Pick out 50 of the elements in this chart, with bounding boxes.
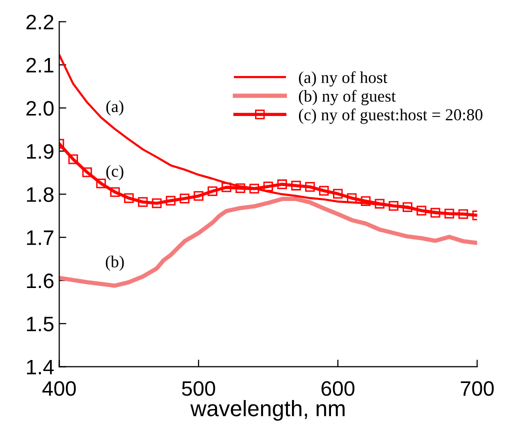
y-tick-label: 1.6 bbox=[27, 273, 54, 288]
point bbox=[180, 194, 190, 204]
annotation: (c) bbox=[106, 165, 124, 180]
point bbox=[416, 206, 426, 216]
point bbox=[305, 182, 315, 192]
point bbox=[360, 196, 371, 206]
point bbox=[291, 180, 301, 190]
point bbox=[277, 179, 287, 190]
y-tick-label: 1.9 bbox=[27, 144, 54, 159]
point bbox=[152, 198, 162, 208]
point bbox=[402, 202, 412, 212]
y-tick-label: 2.0 bbox=[26, 100, 54, 116]
point bbox=[235, 183, 246, 194]
y-tick-label: 1.4 bbox=[27, 360, 54, 374]
point bbox=[430, 208, 440, 218]
x-axis-title: wavelength, nm bbox=[190, 400, 345, 421]
x-tick-label: 700 bbox=[460, 381, 494, 396]
y-tick-label: 2.1 bbox=[26, 58, 54, 72]
point bbox=[124, 193, 134, 203]
point bbox=[68, 154, 78, 164]
legend-label: (a) ny of host bbox=[298, 71, 388, 87]
point bbox=[388, 201, 398, 211]
point bbox=[110, 187, 120, 197]
y-tick-label: 2.2 bbox=[26, 14, 54, 30]
y-tick-label: 1.5 bbox=[27, 316, 54, 332]
point bbox=[249, 184, 260, 194]
line-series bbox=[59, 196, 478, 288]
point bbox=[166, 196, 176, 206]
annotation: (b) bbox=[106, 256, 124, 271]
y-tick-label: 1.8 bbox=[27, 187, 54, 202]
x-tick-label: 500 bbox=[182, 381, 216, 396]
point bbox=[138, 197, 148, 207]
point bbox=[444, 208, 454, 218]
annotation: (a) bbox=[106, 100, 124, 116]
y-tick-label: 1.7 bbox=[27, 230, 54, 245]
x-tick-label: 600 bbox=[322, 381, 354, 396]
x-tick-label: 400 bbox=[42, 381, 76, 396]
point bbox=[96, 178, 106, 188]
legend-label: (b) ny of guest bbox=[298, 90, 396, 106]
point bbox=[194, 191, 204, 201]
point bbox=[374, 198, 385, 209]
point bbox=[82, 167, 92, 178]
legend-label: (c) ny of guest:host = 20:80 bbox=[298, 108, 482, 124]
point bbox=[346, 193, 357, 203]
point bbox=[458, 209, 468, 219]
point bbox=[319, 186, 329, 196]
point bbox=[332, 188, 343, 199]
point bbox=[208, 186, 218, 196]
point bbox=[263, 182, 274, 192]
point bbox=[222, 182, 232, 192]
